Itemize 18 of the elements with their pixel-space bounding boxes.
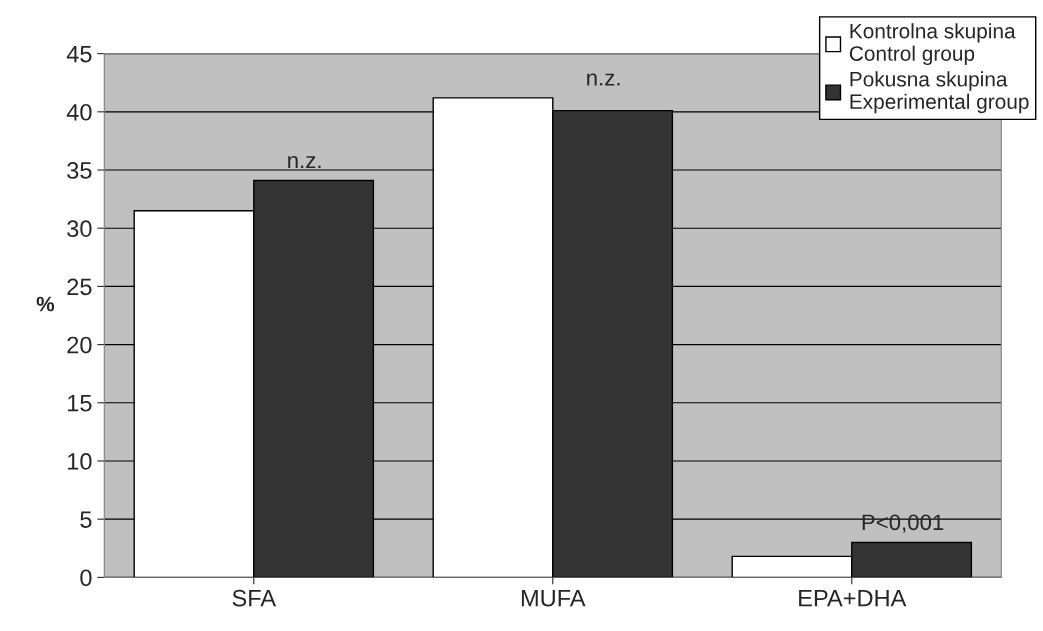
x-tick-label: MUFA [521,590,586,607]
y-tick-label: 25 [67,278,92,296]
y-tick-label: 40 [66,103,92,121]
y-tick-label: 45 [66,45,92,63]
y-tick-label: 5 [80,511,92,528]
legend-label: Kontrolna skupina Control group [849,23,1016,66]
x-tick-label: EPA+DHA [799,590,907,607]
x-tick-label: SFA [232,589,277,607]
y-tick-label: 30 [67,220,92,237]
y-tick-label: 0 [80,569,92,587]
y-tick-label: 10 [68,453,92,470]
annotation: n.z. [288,156,321,169]
annotation: n.z. [587,73,620,86]
y-axis-title: % [36,296,55,312]
y-tick-label: 20 [67,336,92,354]
y-tick-label: 35 [67,162,92,179]
legend-label: Pokusna skupina Experimental group [850,71,1029,114]
y-tick-label: 15 [68,395,92,412]
